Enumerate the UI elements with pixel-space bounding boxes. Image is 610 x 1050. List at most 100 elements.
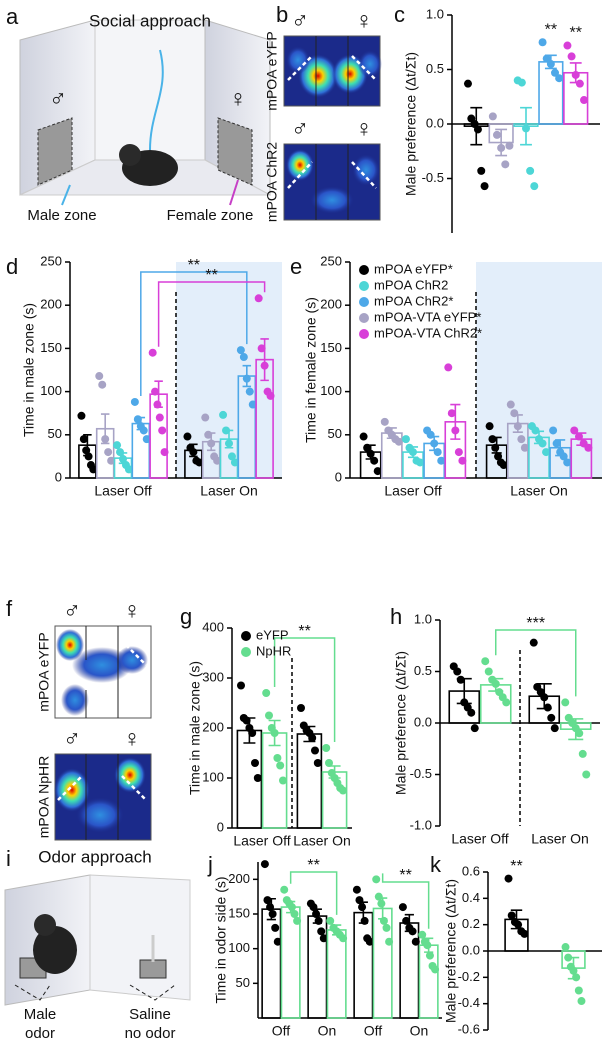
data-point: [444, 363, 453, 372]
data-point: [409, 448, 417, 457]
data-point: [268, 910, 277, 918]
data-point: [574, 986, 583, 995]
data-point: [248, 400, 257, 409]
legend-marker: [359, 313, 369, 323]
data-point: [542, 54, 551, 63]
illustration-f: f ♂ ♀ mPOA eYFP ♂ ♀ mPOA NpHR: [6, 596, 152, 841]
data-point: [430, 439, 439, 448]
data-point: [359, 432, 368, 441]
data-point: [451, 426, 460, 435]
y-tick-label: 250: [40, 253, 62, 268]
data-point: [447, 409, 456, 418]
data-point: [227, 452, 236, 461]
data-point: [514, 920, 523, 929]
y-tick-label: -0.4: [458, 995, 480, 1010]
data-point: [313, 759, 322, 767]
significance: **: [188, 257, 200, 274]
y-axis-title: Time in female zone (s): [303, 297, 319, 443]
data-point: [540, 693, 549, 702]
x-tick-label: Off: [272, 1023, 291, 1039]
x-tick-label: Off: [364, 1023, 383, 1039]
data-point: [251, 759, 259, 767]
data-point: [309, 903, 318, 912]
data-point: [113, 441, 122, 450]
y-tick-label: 0.2: [462, 916, 480, 931]
data-point: [314, 916, 323, 925]
group-label: mPOA ChR2: [264, 142, 280, 222]
panel-letter: e: [290, 254, 302, 279]
x-tick-label: Laser On: [293, 833, 351, 849]
data-point: [365, 937, 374, 946]
data-point: [467, 708, 476, 717]
legend-label: eYFP: [256, 627, 289, 642]
data-point: [398, 903, 407, 912]
legend-label: mPOA ChR2*: [374, 293, 453, 308]
y-tick-label: 400: [202, 619, 224, 634]
significance: **: [510, 858, 522, 875]
bar: [326, 929, 347, 1019]
data-point: [408, 927, 417, 936]
data-point: [380, 417, 389, 426]
data-point: [551, 68, 560, 77]
female-symbol: ♀: [123, 725, 141, 752]
data-point: [270, 729, 279, 737]
panel-letter: k: [430, 852, 442, 877]
data-point: [437, 456, 446, 465]
data-point: [89, 465, 98, 474]
data-point: [517, 78, 526, 87]
x-tick-label: On: [318, 1023, 337, 1039]
y-tick-label: 200: [40, 297, 62, 312]
data-point: [510, 409, 519, 418]
x-tick-label: Laser Off: [451, 831, 508, 847]
group-label: mPOA eYFP: [264, 31, 280, 110]
y-tick-label: 0: [335, 469, 342, 484]
data-point: [271, 923, 280, 932]
y-tick-label: 200: [320, 297, 342, 312]
data-point: [77, 411, 86, 420]
y-tick-label: 0.6: [462, 863, 480, 878]
data-point: [488, 112, 497, 121]
y-tick-label: -1.0: [410, 817, 432, 832]
illustration-b: b ♂ ♀ mPOA eYFP ♂ ♀ mPOA ChR2: [264, 2, 382, 222]
y-tick-label: 100: [320, 383, 342, 398]
significance: **: [570, 25, 582, 42]
data-point: [279, 776, 287, 785]
data-point: [572, 973, 581, 982]
y-tick-label: 150: [320, 340, 342, 355]
legend-marker: [241, 631, 251, 641]
data-point: [222, 426, 231, 435]
data-point: [488, 435, 497, 444]
data-point: [563, 41, 572, 50]
odor-label: odor: [25, 1025, 55, 1042]
male-symbol: ♂: [291, 7, 309, 34]
bar: [399, 922, 420, 1019]
data-point: [248, 729, 257, 737]
y-axis-title: Time in male zone (s): [187, 661, 203, 795]
data-point: [107, 456, 116, 465]
y-tick-label: -0.5: [422, 170, 444, 185]
legend-marker: [241, 647, 251, 657]
data-point: [133, 415, 142, 424]
y-axis-title: Male preference (Δt/Σt): [393, 651, 409, 795]
y-tick-label: 150: [40, 340, 62, 355]
data-point: [242, 374, 251, 383]
data-point: [148, 348, 157, 357]
data-point: [401, 435, 410, 444]
data-point: [84, 452, 93, 461]
data-point: [542, 448, 551, 457]
female-symbol: ♀: [355, 7, 373, 34]
y-tick-label: 0.4: [462, 890, 480, 905]
significance-bracket: [273, 637, 336, 742]
data-point: [230, 458, 239, 467]
data-point: [219, 410, 228, 419]
data-point: [155, 413, 164, 422]
x-tick-label: Laser Off: [94, 483, 151, 499]
data-point: [485, 422, 494, 431]
data-point: [491, 679, 500, 688]
data-point: [263, 896, 272, 905]
panel-letter: b: [276, 2, 288, 27]
data-point: [549, 426, 558, 435]
data-point: [473, 125, 482, 134]
x-tick-label: Laser On: [531, 831, 589, 847]
